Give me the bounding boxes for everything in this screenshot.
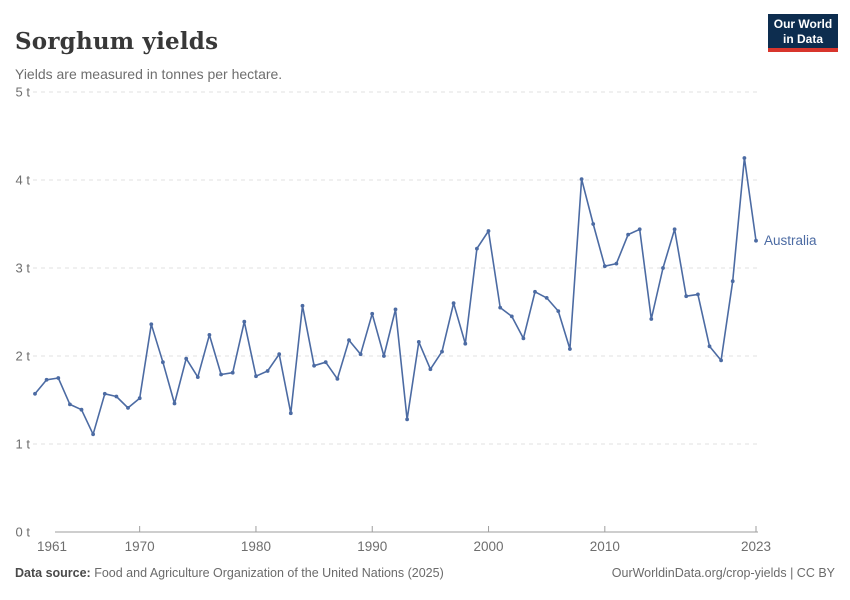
data-point-australia-1969[interactable] (126, 406, 130, 410)
chart-subtitle: Yields are measured in tonnes per hectar… (15, 66, 283, 82)
data-point-australia-1999[interactable] (475, 246, 479, 251)
line-australia[interactable] (34, 157, 757, 436)
data-source-text: Food and Agriculture Organization of the… (94, 566, 444, 580)
logo-red-stripe (768, 48, 838, 52)
data-point-australia-1963[interactable] (56, 376, 61, 380)
data-point-australia-2011[interactable] (614, 261, 619, 266)
data-point-australia-1962[interactable] (44, 377, 49, 382)
data-point-australia-1986[interactable] (323, 360, 328, 365)
x-axis-label-2023: 2023 (741, 539, 771, 554)
data-point-australia-2022[interactable] (742, 156, 747, 160)
page-title: Sorghum yields (15, 28, 219, 56)
data-point-australia-1985[interactable] (312, 363, 316, 368)
data-point-australia-1983[interactable] (288, 411, 293, 416)
data-point-australia-1965[interactable] (79, 407, 84, 412)
data-point-australia-1970[interactable] (137, 396, 142, 401)
data-point-australia-2005[interactable] (544, 296, 549, 300)
x-axis-label-2000: 2000 (474, 539, 504, 554)
data-source-note: Data source: Food and Agriculture Organi… (15, 566, 444, 580)
data-point-australia-1993[interactable] (405, 417, 409, 422)
data-point-australia-1978[interactable] (230, 370, 235, 375)
data-point-australia-2016[interactable] (672, 227, 677, 232)
data-point-australia-1979[interactable] (242, 319, 247, 324)
data-point-australia-2020[interactable] (719, 358, 723, 363)
data-point-australia-1988[interactable] (347, 338, 351, 343)
data-point-australia-2012[interactable] (626, 232, 630, 237)
x-axis-label-1970: 1970 (125, 539, 155, 554)
data-point-australia-1972[interactable] (161, 360, 165, 365)
data-point-australia-1994[interactable] (416, 340, 421, 344)
data-point-australia-2010[interactable] (602, 264, 607, 269)
data-point-australia-1998[interactable] (463, 341, 468, 346)
data-point-australia-2014[interactable] (649, 317, 654, 321)
x-axis-label-1961: 1961 (37, 539, 67, 554)
data-point-australia-1990[interactable] (370, 311, 375, 316)
data-point-australia-1968[interactable] (114, 394, 119, 399)
data-point-australia-2007[interactable] (568, 347, 572, 351)
chart-footer: Data source: Food and Agriculture Organi… (15, 566, 835, 580)
data-point-australia-2009[interactable] (591, 222, 596, 226)
owid-logo[interactable]: Our World in Data (768, 14, 838, 52)
x-axis-label-2010: 2010 (590, 539, 620, 554)
y-axis-label-2t: 2 t (16, 349, 31, 364)
data-point-australia-2002[interactable] (509, 314, 514, 319)
data-point-australia-1977[interactable] (219, 372, 224, 377)
data-point-australia-1975[interactable] (195, 375, 200, 379)
data-point-australia-1973[interactable] (172, 401, 177, 406)
data-point-australia-1967[interactable] (102, 391, 107, 396)
data-point-australia-1992[interactable] (393, 307, 398, 312)
data-point-australia-1976[interactable] (207, 333, 212, 337)
data-point-australia-1961[interactable] (33, 391, 37, 396)
x-axis-label-1990: 1990 (357, 539, 387, 554)
data-point-australia-2003[interactable] (521, 336, 526, 341)
data-point-australia-1995[interactable] (428, 367, 433, 372)
y-axis-label-4t: 4 t (16, 173, 31, 188)
data-point-australia-2018[interactable] (696, 292, 700, 297)
data-point-australia-2000[interactable] (486, 229, 491, 233)
data-point-australia-2008[interactable] (579, 177, 584, 182)
data-point-australia-2001[interactable] (498, 305, 503, 310)
data-point-australia-1982[interactable] (277, 352, 282, 357)
y-axis-label-5t: 5 t (16, 85, 31, 100)
data-point-australia-1989[interactable] (358, 352, 363, 357)
owid-logo-text: Our World in Data (773, 17, 833, 46)
entity-label-australia[interactable]: Australia (764, 233, 817, 248)
data-point-australia-1974[interactable] (184, 356, 189, 361)
data-point-australia-1981[interactable] (265, 369, 270, 373)
data-point-australia-2015[interactable] (661, 266, 665, 270)
data-point-australia-2013[interactable] (637, 227, 642, 232)
data-point-australia-1964[interactable] (68, 402, 72, 407)
data-point-australia-1996[interactable] (440, 349, 444, 354)
y-axis-label-3t: 3 t (16, 261, 31, 276)
data-point-australia-1971[interactable] (149, 322, 154, 327)
data-point-australia-1980[interactable] (254, 374, 258, 379)
data-point-australia-1987[interactable] (335, 377, 340, 381)
data-point-australia-1997[interactable] (451, 301, 456, 306)
data-point-australia-2004[interactable] (533, 289, 537, 294)
y-axis-label-1t: 1 t (16, 437, 31, 452)
data-point-australia-2006[interactable] (556, 309, 561, 313)
data-point-australia-1991[interactable] (382, 354, 386, 358)
data-point-australia-2019[interactable] (707, 344, 712, 349)
y-axis-label-0t: 0 t (16, 525, 31, 540)
data-point-australia-2017[interactable] (684, 294, 689, 299)
x-axis-label-1980: 1980 (241, 539, 271, 554)
data-point-australia-1966[interactable] (91, 432, 95, 437)
data-point-australia-2023[interactable] (754, 238, 758, 243)
data-point-australia-1984[interactable] (300, 303, 305, 308)
data-point-australia-2021[interactable] (730, 279, 735, 284)
owid-url-link[interactable]: OurWorldinData.org/crop-yields | CC BY (611, 566, 835, 580)
data-source-label: Data source: (15, 566, 91, 580)
